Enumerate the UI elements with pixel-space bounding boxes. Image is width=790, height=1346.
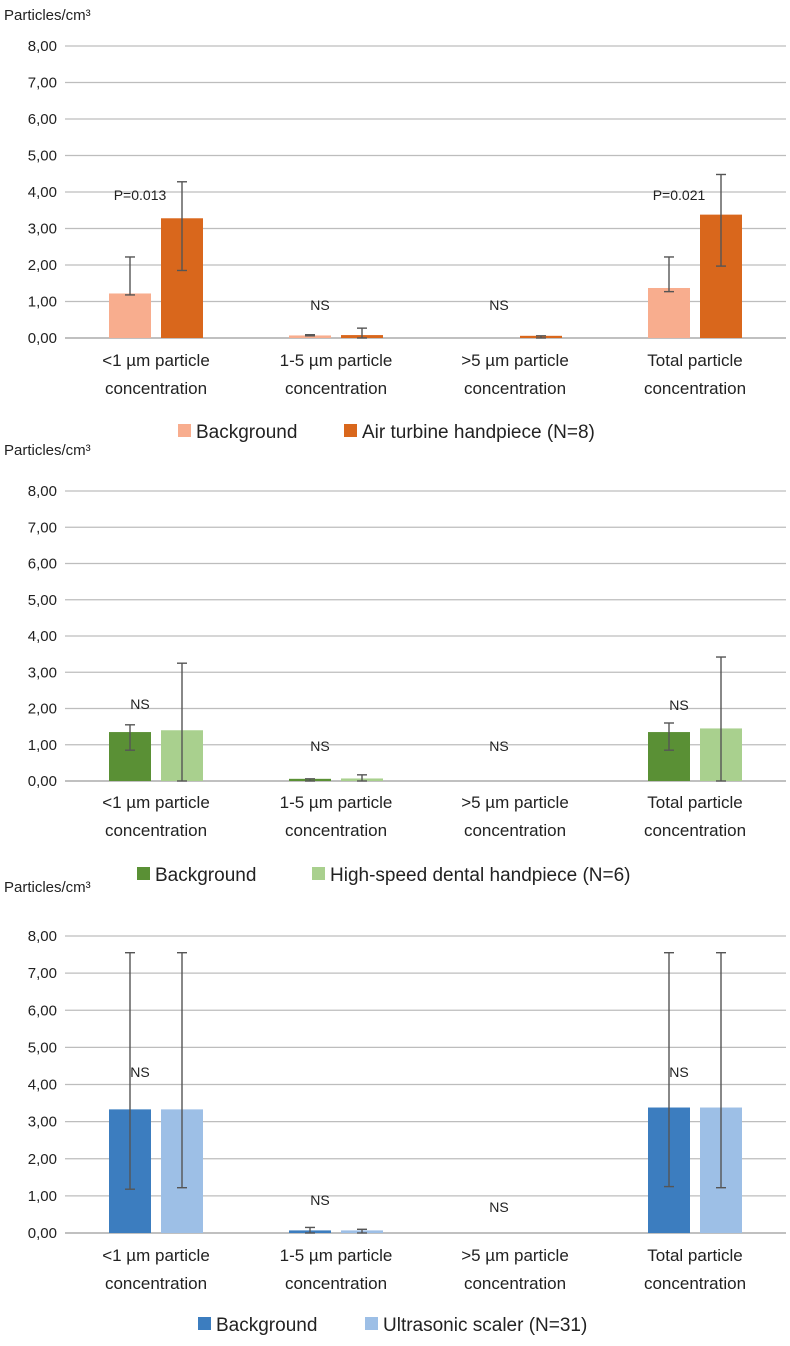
y-tick-label: 4,00	[28, 628, 57, 645]
y-tick-label: 7,00	[28, 519, 57, 536]
y-tick-label: 2,00	[28, 1151, 57, 1168]
y-tick-label: 8,00	[28, 483, 57, 500]
x-tick-label: concentration	[644, 821, 746, 840]
legend-label: Air turbine handpiece (N=8)	[362, 422, 595, 443]
chart-panel-3: Particles/cm³ 0,00 1,00 2,00 3,00 4,00 5,00 6,0…	[4, 879, 786, 1336]
x-tick-label: concentration	[105, 1274, 207, 1293]
bar	[648, 287, 690, 338]
annotation-label: NS	[669, 697, 688, 713]
y-tick-label: 1,00	[28, 1188, 57, 1205]
y-axis-label: Particles/cm³	[4, 879, 91, 896]
y-tick-label: 8,00	[28, 928, 57, 945]
annotation-label: NS	[489, 297, 508, 313]
x-tick-label: Total particle	[647, 1246, 742, 1265]
chart-panel-1: Particles/cm³ 0,00 1,00 2,00 3,00 4,00 5,00 6,0…	[4, 7, 786, 443]
legend-label: Ultrasonic scaler (N=31)	[383, 1315, 587, 1336]
legend-swatch	[178, 424, 191, 437]
annotation-label: NS	[310, 297, 329, 313]
x-tick-label: 1-5 µm particle	[280, 351, 393, 370]
y-tick-label: 5,00	[28, 148, 57, 165]
legend-label: Background	[216, 1315, 317, 1336]
x-tick-label: concentration	[644, 379, 746, 398]
annotation-label: NS	[130, 696, 149, 712]
annotation-label: P=0.013	[114, 187, 167, 203]
legend-swatch	[344, 424, 357, 437]
x-tick-label: <1 µm particle	[102, 1246, 210, 1265]
x-tick-label: Total particle	[647, 351, 742, 370]
legend-swatch	[137, 867, 150, 880]
y-axis-label: Particles/cm³	[4, 442, 91, 459]
y-tick-label: 1,00	[28, 737, 57, 754]
annotation-label: NS	[489, 738, 508, 754]
x-tick-label: concentration	[644, 1274, 746, 1293]
x-tick-label: concentration	[285, 379, 387, 398]
y-tick-label: 6,00	[28, 111, 57, 128]
x-tick-label: concentration	[105, 379, 207, 398]
chart-panel-2: Particles/cm³ 0,00 1,00 2,00 3,00 4,00 5,00 6,0…	[4, 442, 786, 886]
x-tick-label: >5 µm particle	[461, 1246, 569, 1265]
bar	[289, 335, 331, 338]
x-tick-label: concentration	[464, 1274, 566, 1293]
annotation-label: NS	[489, 1199, 508, 1215]
x-tick-label: >5 µm particle	[461, 351, 569, 370]
y-tick-label: 0,00	[28, 773, 57, 790]
y-tick-label: 3,00	[28, 221, 57, 238]
y-tick-label: 6,00	[28, 1002, 57, 1019]
y-tick-label: 3,00	[28, 664, 57, 681]
bar	[109, 293, 151, 338]
y-tick-label: 5,00	[28, 1039, 57, 1056]
x-tick-label: <1 µm particle	[102, 793, 210, 812]
x-tick-label: concentration	[464, 821, 566, 840]
y-tick-label: 5,00	[28, 592, 57, 609]
legend-label: High-speed dental handpiece (N=6)	[330, 865, 631, 886]
x-tick-label: 1-5 µm particle	[280, 1246, 393, 1265]
y-tick-label: 8,00	[28, 38, 57, 55]
y-tick-label: 4,00	[28, 184, 57, 201]
x-tick-label: <1 µm particle	[102, 351, 210, 370]
annotation-label: NS	[310, 738, 329, 754]
x-tick-label: concentration	[285, 821, 387, 840]
y-tick-label: 6,00	[28, 556, 57, 573]
y-tick-label: 2,00	[28, 257, 57, 274]
x-tick-label: 1-5 µm particle	[280, 793, 393, 812]
annotation-label: P=0.021	[653, 187, 706, 203]
annotation-label: NS	[310, 1192, 329, 1208]
legend-label: Background	[196, 422, 297, 443]
x-tick-label: concentration	[285, 1274, 387, 1293]
y-tick-label: 3,00	[28, 1114, 57, 1131]
legend-swatch	[365, 1317, 378, 1330]
x-tick-label: concentration	[464, 379, 566, 398]
x-tick-label: concentration	[105, 821, 207, 840]
x-tick-label: >5 µm particle	[461, 793, 569, 812]
y-tick-label: 7,00	[28, 965, 57, 982]
x-tick-label: Total particle	[647, 793, 742, 812]
y-tick-label: 0,00	[28, 330, 57, 347]
legend-swatch	[312, 867, 325, 880]
y-tick-label: 0,00	[28, 1225, 57, 1242]
y-tick-label: 2,00	[28, 701, 57, 718]
y-tick-label: 7,00	[28, 75, 57, 92]
annotation-label: NS	[130, 1064, 149, 1080]
y-axis-label: Particles/cm³	[4, 7, 91, 24]
legend-swatch	[198, 1317, 211, 1330]
legend-label: Background	[155, 865, 256, 886]
y-tick-label: 4,00	[28, 1077, 57, 1094]
y-tick-label: 1,00	[28, 294, 57, 311]
annotation-label: NS	[669, 1064, 688, 1080]
